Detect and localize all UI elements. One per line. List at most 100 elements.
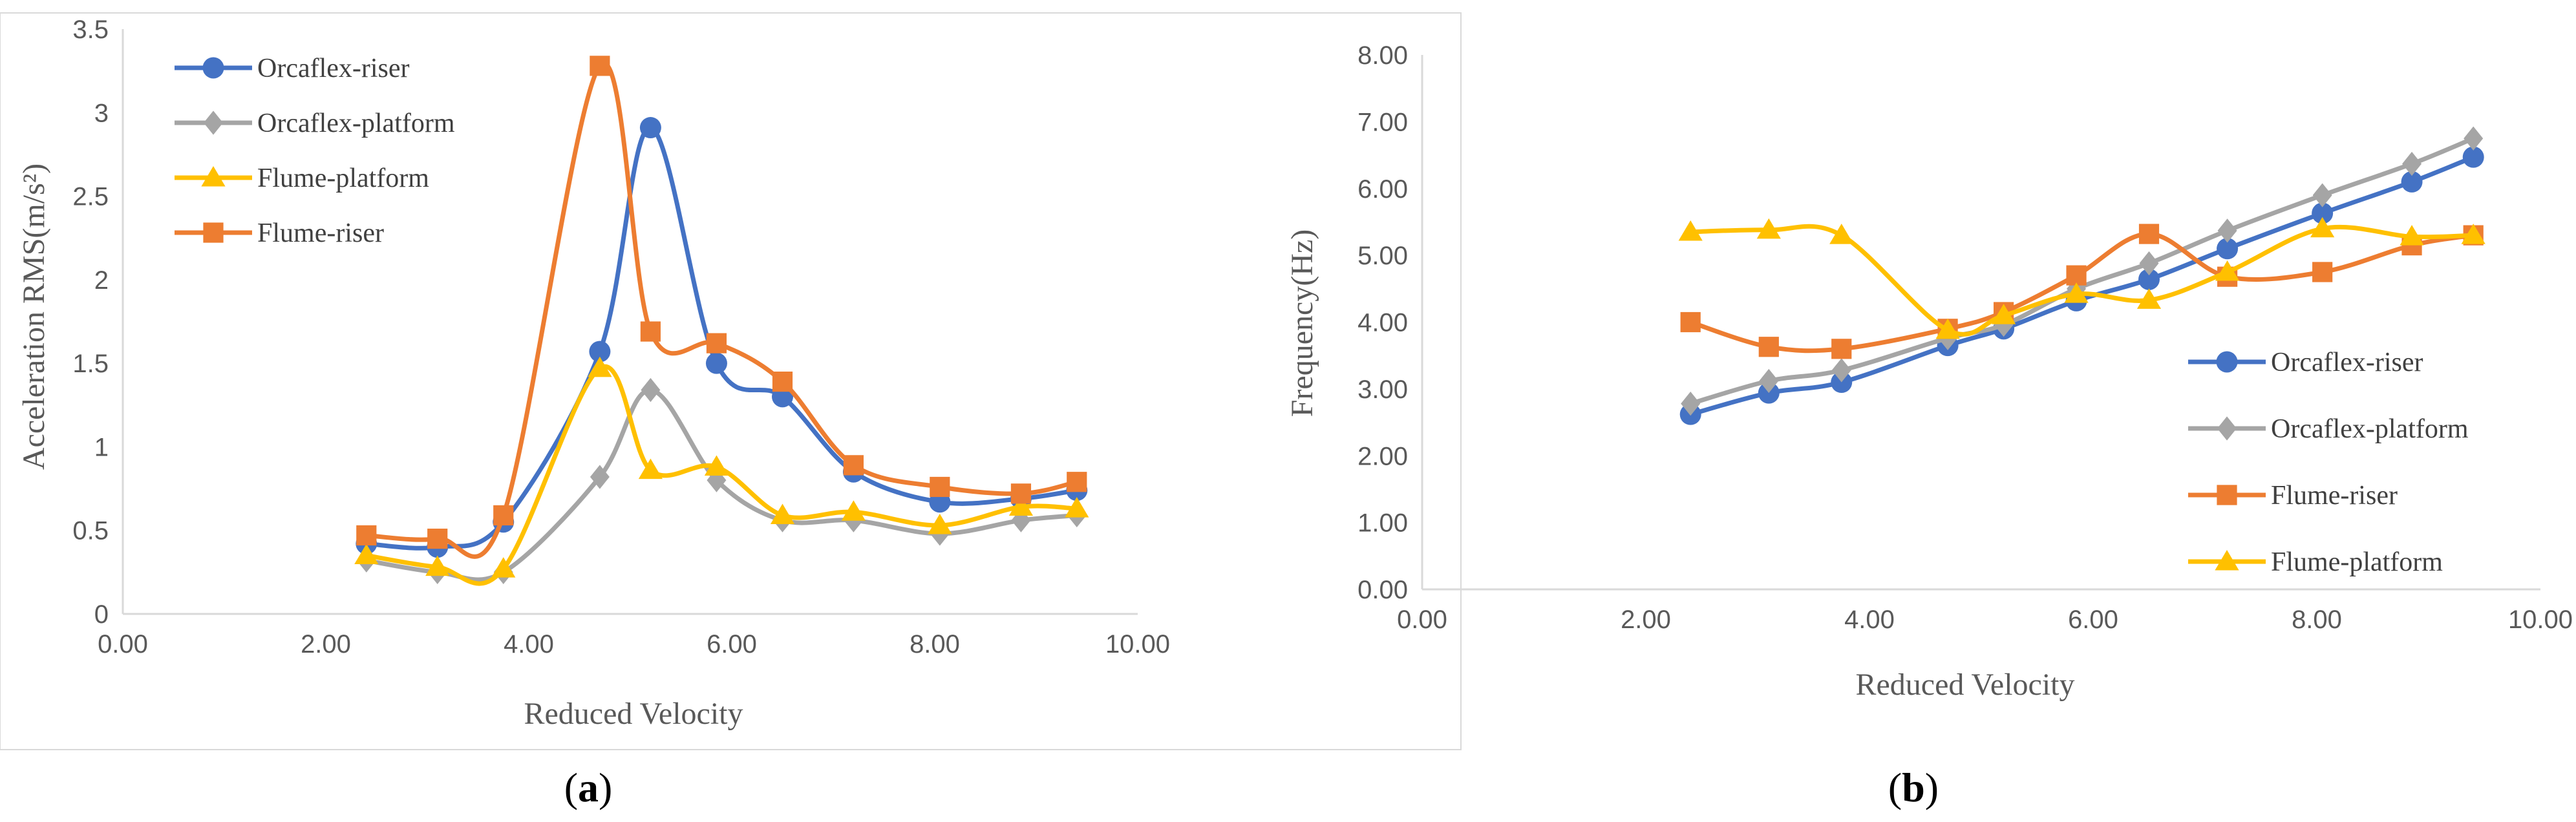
y-tick-label: 3.5 xyxy=(72,16,109,44)
legend-label: Orcaflex-platform xyxy=(257,109,455,138)
y-tick-label: 1.5 xyxy=(72,350,109,378)
data-point xyxy=(1065,497,1089,518)
data-point xyxy=(1681,392,1701,416)
y-tick-label: 1.00 xyxy=(1357,509,1408,538)
y-tick-label: 0.00 xyxy=(1357,576,1408,604)
data-point xyxy=(1008,495,1034,516)
y-tick-label: 1 xyxy=(94,433,109,461)
legend-swatch-marker xyxy=(2216,351,2238,373)
data-point xyxy=(1680,311,1701,333)
chart-a-legend: Orcaflex-riser Orcaflex-platform Flume-pla… xyxy=(175,54,455,248)
legend-label: Orcaflex-riser xyxy=(257,54,410,83)
data-point xyxy=(589,341,611,363)
y-tick-label: 6.00 xyxy=(1357,175,1408,204)
data-point xyxy=(841,500,866,521)
chart-b: 0.00 2.00 4.00 6.00 8.00 10.00 0.00 1.00 2.00 3.0… xyxy=(1285,41,2573,810)
legend-swatch-marker xyxy=(203,222,224,243)
chart-b-y-axis-title: Frequency(Hz) xyxy=(1285,229,1319,417)
series-flume-platform xyxy=(1678,216,2486,339)
x-tick-label: 10.00 xyxy=(2508,606,2573,634)
x-tick-label: 4.00 xyxy=(504,630,554,659)
data-point xyxy=(2464,126,2484,151)
legend-swatch-marker xyxy=(204,111,223,135)
legend-swatch-marker xyxy=(201,166,226,187)
data-point xyxy=(2310,216,2335,238)
data-point xyxy=(2136,288,2162,309)
legend-label: Flume-riser xyxy=(257,218,384,248)
data-point xyxy=(588,356,612,377)
data-point xyxy=(641,377,661,403)
data-point xyxy=(1829,224,1854,244)
data-point xyxy=(1831,358,1851,383)
chart-a-y-axis-title: Acceleration RMS(m/s²) xyxy=(17,163,51,470)
data-point xyxy=(2400,225,2424,246)
data-point xyxy=(1010,483,1032,504)
legend-swatch-marker xyxy=(202,57,224,79)
data-point xyxy=(843,455,864,476)
data-point xyxy=(2066,265,2087,286)
data-point xyxy=(2217,218,2237,243)
legend-item: Flume-riser xyxy=(2188,481,2398,511)
chart-a-panel-label: (a) xyxy=(564,764,613,810)
x-tick-label: 10.00 xyxy=(1105,630,1170,659)
data-point xyxy=(354,543,379,564)
data-point xyxy=(1759,368,1779,394)
x-tick-label: 6.00 xyxy=(2068,606,2118,634)
data-point xyxy=(1831,372,1853,394)
data-point xyxy=(638,458,663,480)
data-point xyxy=(1011,508,1031,532)
data-point xyxy=(772,371,793,392)
data-point xyxy=(1758,382,1780,404)
legend-swatch-marker xyxy=(2217,416,2237,441)
data-point xyxy=(491,557,516,578)
chart-b-legend: Orcaflex-riser Orcaflex-platform Flume-ris… xyxy=(2188,348,2469,577)
y-tick-label: 3.00 xyxy=(1357,375,1408,404)
x-tick-label: 2.00 xyxy=(301,630,351,659)
data-point xyxy=(2138,268,2160,290)
chart-b-axes: 0.00 2.00 4.00 6.00 8.00 10.00 0.00 1.00 2.00 3.0… xyxy=(1357,41,2573,634)
y-tick-label: 7.00 xyxy=(1357,108,1408,136)
data-point xyxy=(1067,472,1087,492)
y-tick-label: 5.00 xyxy=(1357,242,1408,270)
data-point xyxy=(493,505,514,526)
x-tick-label: 2.00 xyxy=(1621,606,1671,634)
data-point xyxy=(930,476,950,498)
data-point xyxy=(356,525,377,546)
data-point xyxy=(1935,318,1960,339)
data-point xyxy=(1992,304,2016,324)
data-point xyxy=(2139,251,2159,276)
x-tick-label: 8.00 xyxy=(2292,606,2342,634)
y-tick-label: 2.00 xyxy=(1357,442,1408,470)
x-tick-label: 6.00 xyxy=(707,630,757,659)
chart-a-x-axis-title: Reduced Velocity xyxy=(524,697,743,731)
legend-label: Flume-riser xyxy=(2271,481,2398,511)
y-tick-label: 0.5 xyxy=(72,517,109,545)
data-point xyxy=(590,465,610,489)
data-point xyxy=(639,117,661,139)
series-flume-riser xyxy=(356,56,1087,559)
data-point xyxy=(640,321,661,342)
data-point xyxy=(1831,339,1852,359)
data-point xyxy=(2312,202,2334,224)
data-point xyxy=(2461,224,2486,244)
x-tick-label: 4.00 xyxy=(1844,606,1895,634)
y-tick-label: 0 xyxy=(94,600,109,629)
x-tick-label: 8.00 xyxy=(910,630,960,659)
y-tick-label: 2.5 xyxy=(72,183,109,211)
data-point xyxy=(705,352,727,374)
chart-a: 0.00 2.00 4.00 6.00 8.00 10.00 0 0.5 1 1.5 2 2.5 3 3.… xyxy=(0,12,1462,810)
legend-item: Flume-riser xyxy=(175,218,384,248)
legend-label: Flume-platform xyxy=(2271,547,2443,577)
data-point xyxy=(1756,218,1781,239)
x-tick-label: 0.00 xyxy=(1397,606,1447,634)
chart-a-series-layer xyxy=(354,56,1089,586)
data-point xyxy=(2064,282,2089,303)
data-point xyxy=(2312,183,2332,207)
legend-item: Flume-platform xyxy=(2188,547,2443,577)
legend-item: Flume-platform xyxy=(175,163,429,193)
chart-b-series-layer xyxy=(1678,126,2486,425)
legend-item: Orcaflex-riser xyxy=(2188,348,2423,377)
data-point xyxy=(1758,337,1779,357)
chart-b-x-axis-title: Reduced Velocity xyxy=(1855,668,2074,702)
